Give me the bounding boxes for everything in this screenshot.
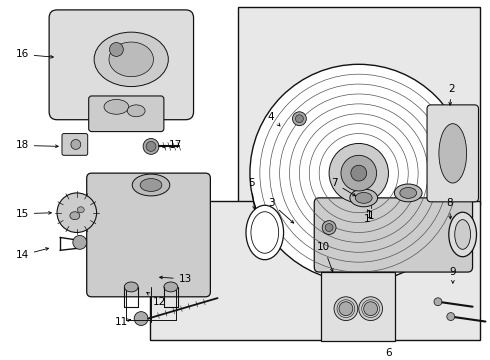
- Bar: [238, 7, 480, 205]
- Text: 9: 9: [450, 267, 456, 283]
- Circle shape: [146, 141, 156, 151]
- Circle shape: [359, 297, 383, 320]
- Circle shape: [57, 193, 97, 233]
- Ellipse shape: [77, 207, 84, 213]
- Bar: [150, 201, 480, 340]
- Text: 12: 12: [147, 292, 166, 307]
- Circle shape: [109, 42, 123, 57]
- Text: 6: 6: [385, 348, 392, 358]
- Ellipse shape: [350, 189, 378, 207]
- Ellipse shape: [355, 193, 372, 203]
- FancyBboxPatch shape: [427, 105, 478, 202]
- Circle shape: [364, 302, 378, 316]
- Text: 2: 2: [448, 84, 454, 105]
- Circle shape: [295, 115, 303, 123]
- Text: 5: 5: [248, 178, 255, 209]
- FancyBboxPatch shape: [89, 96, 164, 132]
- Text: 11: 11: [114, 316, 131, 327]
- Circle shape: [339, 302, 353, 316]
- Ellipse shape: [455, 220, 470, 249]
- Ellipse shape: [109, 42, 153, 77]
- Circle shape: [73, 235, 87, 249]
- Circle shape: [341, 155, 377, 191]
- Ellipse shape: [246, 205, 284, 260]
- Text: 16: 16: [16, 49, 53, 59]
- Ellipse shape: [124, 282, 138, 292]
- Ellipse shape: [127, 105, 145, 117]
- Ellipse shape: [140, 179, 162, 192]
- Text: 18: 18: [16, 140, 58, 150]
- Text: 10: 10: [317, 242, 333, 271]
- Text: 1: 1: [368, 211, 374, 221]
- Text: 14: 14: [16, 248, 49, 260]
- Ellipse shape: [394, 184, 422, 202]
- Circle shape: [293, 112, 306, 126]
- FancyBboxPatch shape: [49, 10, 194, 120]
- Ellipse shape: [132, 174, 170, 196]
- Ellipse shape: [94, 32, 169, 86]
- FancyBboxPatch shape: [62, 134, 88, 155]
- Circle shape: [322, 221, 336, 234]
- Circle shape: [447, 312, 455, 320]
- Text: 4: 4: [268, 112, 280, 126]
- Text: 8: 8: [446, 198, 452, 219]
- Circle shape: [351, 165, 367, 181]
- Circle shape: [71, 139, 81, 149]
- Ellipse shape: [164, 282, 178, 292]
- Circle shape: [143, 139, 159, 154]
- Bar: [321, 272, 395, 341]
- FancyBboxPatch shape: [87, 173, 210, 297]
- Circle shape: [250, 64, 467, 282]
- Text: 17: 17: [163, 140, 182, 150]
- Circle shape: [334, 297, 358, 320]
- Text: 7: 7: [331, 178, 356, 196]
- Text: 1: 1: [366, 210, 372, 220]
- Circle shape: [329, 143, 389, 203]
- Text: 15: 15: [16, 209, 51, 219]
- Text: 13: 13: [160, 274, 192, 284]
- Ellipse shape: [439, 124, 466, 183]
- Circle shape: [434, 298, 442, 306]
- Text: 1: 1: [364, 214, 370, 224]
- Ellipse shape: [70, 212, 80, 220]
- Circle shape: [325, 224, 333, 231]
- Ellipse shape: [251, 212, 279, 253]
- Text: 3: 3: [268, 198, 294, 223]
- FancyBboxPatch shape: [314, 198, 472, 272]
- Ellipse shape: [104, 99, 129, 114]
- Ellipse shape: [400, 188, 416, 198]
- Ellipse shape: [449, 212, 476, 257]
- Circle shape: [134, 312, 148, 325]
